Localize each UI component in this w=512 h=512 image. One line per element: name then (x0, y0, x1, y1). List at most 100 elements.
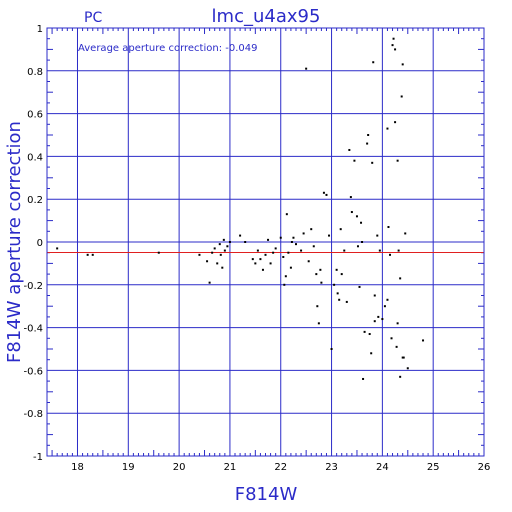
x-tick-label: 22 (274, 462, 287, 473)
data-point (387, 226, 390, 229)
data-point (345, 300, 348, 303)
data-point (363, 330, 366, 333)
data-point (216, 262, 219, 265)
data-point (339, 228, 342, 231)
data-point (86, 253, 89, 256)
data-point (267, 238, 270, 241)
data-point (400, 95, 403, 98)
data-point (254, 262, 257, 265)
grid-lines (46, 27, 485, 457)
data-point (285, 213, 288, 216)
x-tick-label: 24 (376, 462, 389, 473)
data-point (406, 367, 409, 370)
data-point (316, 305, 319, 308)
data-point (376, 234, 379, 237)
data-point (349, 196, 352, 199)
data-point (373, 320, 376, 323)
data-point (386, 298, 389, 301)
x-tick-label: 25 (427, 462, 440, 473)
data-point (317, 322, 320, 325)
data-point (290, 241, 293, 243)
y-tick-label: -0.8 (23, 409, 43, 420)
data-point (206, 260, 209, 263)
data-point (228, 241, 231, 243)
x-tick-labels: 18 19 20 21 22 23 24 25 26 (71, 462, 490, 473)
x-axis-label: F814W (235, 484, 298, 505)
y-tick-labels: -1 -0.8 -0.6 -0.4 -0.2 0 0.2 0.4 0.6 0.8 1 (23, 24, 43, 463)
data-point (294, 243, 297, 246)
data-point (208, 281, 211, 284)
data-point (307, 260, 310, 263)
y-tick-label: 0.4 (27, 152, 43, 163)
data-points (56, 37, 425, 380)
data-point (353, 159, 356, 162)
data-point (340, 273, 343, 276)
average-annotation: Average aperture correction: -0.049 (78, 43, 258, 54)
data-point (338, 298, 341, 301)
data-point (222, 238, 225, 241)
data-point (401, 356, 404, 359)
data-point (226, 245, 229, 248)
data-point (401, 63, 404, 66)
data-point (348, 148, 351, 151)
data-point (282, 255, 285, 258)
data-point (343, 249, 346, 252)
y-tick-label: -1 (33, 452, 43, 463)
data-point (371, 161, 374, 164)
y-tick-label: 0 (37, 238, 43, 249)
data-point (396, 322, 399, 325)
data-point (239, 234, 242, 237)
data-point (325, 193, 328, 196)
data-point (244, 241, 247, 243)
data-point (213, 247, 216, 250)
data-point (392, 37, 395, 40)
data-point (378, 249, 381, 252)
data-point (322, 191, 325, 194)
data-point (283, 283, 286, 286)
data-point (284, 275, 287, 278)
data-point (219, 253, 222, 256)
data-point (386, 127, 389, 130)
data-point (372, 61, 375, 64)
data-point (223, 249, 226, 252)
data-point (350, 211, 353, 214)
data-point (358, 285, 361, 288)
data-point (330, 348, 333, 350)
data-point (335, 268, 338, 271)
data-point (56, 247, 59, 250)
data-point (399, 375, 402, 378)
data-point (300, 249, 303, 252)
data-point (292, 236, 295, 239)
x-tick-label: 23 (325, 462, 338, 473)
data-point (377, 315, 380, 318)
y-tick-label: 0.2 (27, 195, 43, 206)
x-tick-label: 18 (71, 462, 84, 473)
data-point (319, 268, 322, 271)
data-point (251, 258, 254, 261)
data-point (404, 232, 407, 235)
data-point (269, 262, 272, 265)
data-point (360, 221, 363, 224)
data-point (368, 333, 371, 336)
data-point (422, 339, 425, 342)
data-point (198, 253, 201, 256)
data-point (394, 48, 397, 51)
data-point (310, 228, 313, 231)
y-tick-label: 0.8 (27, 67, 43, 78)
data-point (399, 277, 402, 280)
x-tick-label: 26 (478, 462, 491, 473)
data-point (279, 236, 282, 239)
x-tick-label: 21 (224, 462, 237, 473)
y-tick-label: -0.2 (23, 281, 43, 292)
data-point (302, 232, 305, 235)
data-point (370, 352, 373, 355)
data-point (274, 247, 277, 250)
data-point (396, 159, 399, 162)
data-point (264, 253, 267, 256)
y-tick-label: 0.6 (27, 110, 43, 121)
data-point (333, 283, 336, 286)
data-point (211, 251, 214, 254)
data-point (388, 253, 391, 256)
data-point (261, 268, 264, 271)
